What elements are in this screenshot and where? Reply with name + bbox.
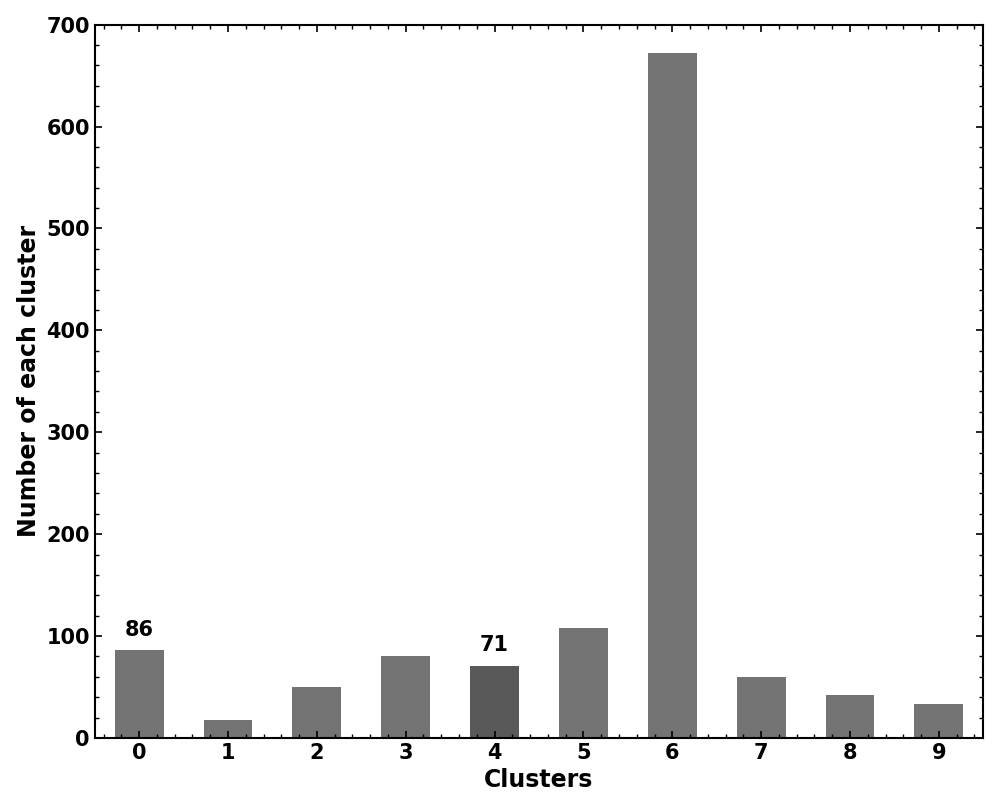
Bar <box>470 666 519 738</box>
Bar <box>381 656 430 738</box>
Y-axis label: Number of each cluster: Number of each cluster <box>17 225 41 537</box>
Bar <box>648 53 697 738</box>
Bar <box>292 687 341 738</box>
Bar <box>115 650 164 738</box>
Bar <box>914 705 963 738</box>
Bar <box>737 677 786 738</box>
Bar <box>559 628 608 738</box>
Text: 71: 71 <box>480 635 509 655</box>
Bar <box>826 695 874 738</box>
X-axis label: Clusters: Clusters <box>484 769 594 792</box>
Text: 86: 86 <box>125 621 154 640</box>
Bar <box>204 719 252 738</box>
